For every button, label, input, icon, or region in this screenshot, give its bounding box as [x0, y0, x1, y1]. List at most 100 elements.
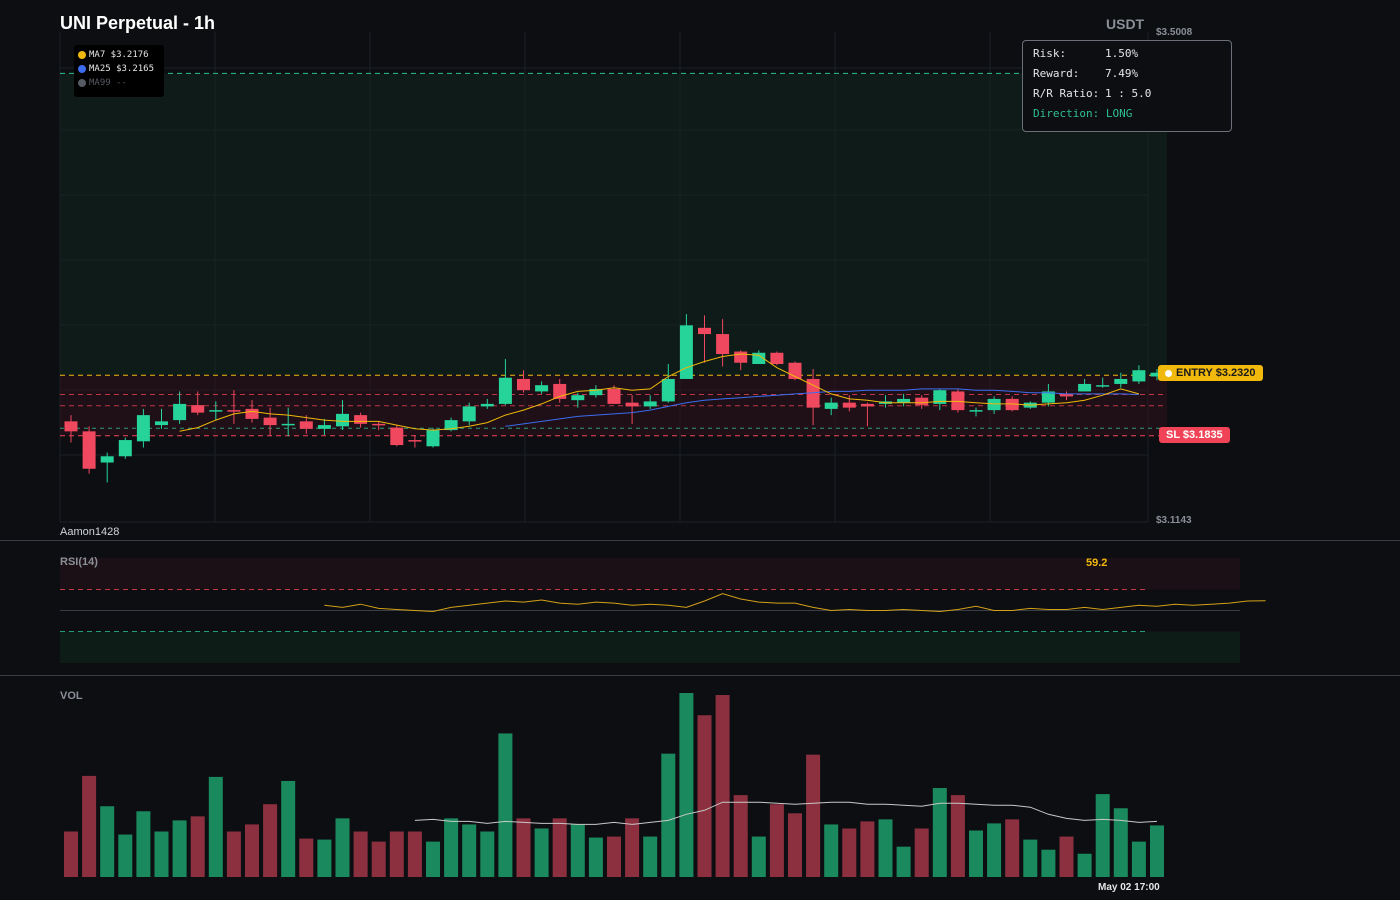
price-axis-top: $3.5008 — [1156, 27, 1193, 38]
candle-up — [1041, 391, 1055, 403]
volume-bar-down — [733, 795, 748, 877]
volume-bar-down — [299, 838, 314, 877]
ma7-legend-label: MA7 $3.2176 — [89, 50, 149, 60]
volume-bar-up — [498, 733, 513, 877]
volume-bar-down — [516, 818, 531, 877]
candle-up — [118, 440, 132, 457]
candle-up — [155, 421, 168, 426]
rsi-line — [324, 593, 1266, 613]
volume-bar-up — [896, 846, 911, 877]
volume-bar-down — [607, 836, 621, 877]
price-axis-bottom: $3.1143 — [1156, 515, 1192, 526]
stop-loss-badge[interactable]: SL $3.1835 — [1159, 427, 1230, 443]
risk-reward-panel: Risk: 1.50% Reward: 7.49% R/R Ratio: 1 : 5.… — [1022, 40, 1232, 132]
candle-up — [1114, 378, 1128, 384]
candle-down — [299, 421, 313, 429]
candle-up — [679, 325, 693, 379]
candle-down — [734, 351, 748, 363]
candle-up — [480, 403, 494, 407]
ma99-legend-label: MA99 -- — [89, 78, 127, 88]
watermark-username: Aamon1428 — [60, 526, 120, 538]
volume-bar-up — [136, 811, 151, 877]
rsi-label: RSI(14) — [60, 556, 98, 568]
candle-down — [390, 427, 404, 446]
candle-up — [933, 390, 947, 404]
volume-label: VOL — [60, 690, 83, 702]
direction-text: Direction: LONG — [1033, 107, 1133, 120]
candle-down — [191, 405, 205, 413]
ratio-value: 1 : 5.0 — [1105, 87, 1152, 100]
candle-up — [336, 413, 349, 427]
candle-down — [372, 423, 386, 426]
candle-up — [752, 352, 766, 364]
candle-up — [444, 420, 458, 431]
volume-bar-down — [245, 824, 259, 877]
volume-bar-down — [82, 775, 97, 877]
volume-bar-down — [788, 813, 802, 877]
candle-down — [806, 378, 820, 408]
stop-loss-badge-text: SL $3.1835 — [1166, 429, 1223, 441]
volume-bar-up — [1041, 849, 1056, 877]
quote-currency: USDT — [1106, 16, 1145, 32]
candle-up — [1132, 370, 1146, 382]
candle-down — [951, 391, 965, 411]
candle-down — [1005, 398, 1019, 411]
volume-bar-up — [824, 824, 839, 877]
volume-bar-up — [444, 818, 459, 877]
volume-bar-down — [914, 828, 929, 877]
volume-bar-down — [769, 804, 784, 877]
volume-bar-up — [588, 837, 603, 877]
entry-badge[interactable]: ENTRY $3.2320 — [1158, 365, 1263, 381]
volume-bar-down — [1059, 836, 1074, 877]
ma25-line — [505, 388, 1139, 427]
candle-up — [589, 388, 603, 396]
ma7-line — [179, 353, 1140, 432]
volume-bar-down — [715, 695, 730, 877]
candle-down — [354, 415, 368, 424]
volume-bar-up — [154, 831, 169, 877]
candle-down — [625, 402, 639, 407]
volume-bar-down — [64, 831, 78, 877]
ma7-dot-icon — [78, 51, 86, 59]
candle-up — [136, 415, 150, 442]
reward-value: 7.49% — [1105, 67, 1139, 80]
candle-up — [571, 395, 585, 401]
candle-down — [770, 352, 784, 364]
candle-down — [860, 403, 874, 407]
candle-down — [698, 327, 711, 335]
candle-up — [535, 385, 549, 392]
volume-bar-up — [100, 806, 115, 877]
volume-bar-up — [208, 776, 223, 877]
volume-bar-down — [353, 831, 368, 877]
candle-down — [915, 397, 929, 406]
candle-down — [82, 431, 96, 469]
candle-down — [227, 410, 241, 412]
volume-bar-up — [317, 839, 332, 877]
volume-bar-up — [987, 823, 1002, 877]
volume-bar-up — [335, 818, 350, 877]
volume-bar-down — [389, 831, 404, 877]
candle-down — [245, 408, 259, 419]
volume-bar-down — [552, 818, 567, 877]
reward-label: Reward: — [1033, 67, 1080, 80]
volume-bar-up — [661, 753, 676, 877]
volume-bar-down — [190, 816, 205, 877]
candle-up — [897, 398, 911, 403]
candle-up — [661, 378, 675, 402]
volume-bar-up — [1095, 794, 1110, 877]
candle-up — [1150, 372, 1164, 377]
candle-up — [317, 425, 331, 429]
panel-divider-rsi — [0, 540, 1400, 541]
risk-label: Risk: — [1033, 47, 1067, 60]
candle-down — [517, 378, 530, 391]
take-profit-zone — [60, 73, 1167, 376]
candle-up — [498, 377, 512, 404]
volume-bar-up — [462, 824, 477, 877]
time-axis-label: May 02 17:00 — [1098, 882, 1160, 893]
volume-bar-up — [1150, 825, 1164, 877]
volume-bar-up — [969, 830, 983, 877]
volume-bar-down — [263, 804, 278, 877]
ma25-legend-label: MA25 $3.2165 — [89, 64, 155, 74]
candle-up — [987, 398, 1001, 411]
